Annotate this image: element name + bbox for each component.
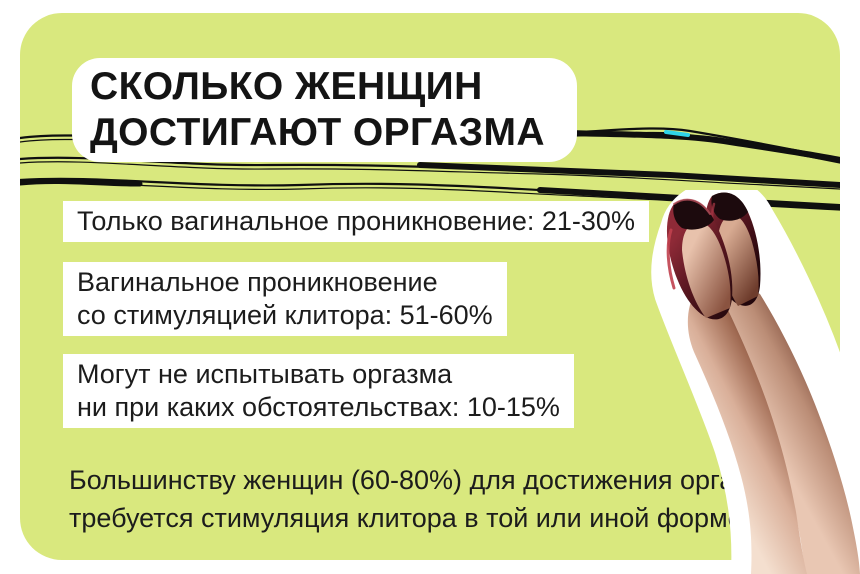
footnote-text: Большинству женщин (60-80%) для достижен… <box>69 461 780 537</box>
stat-line: Могут не испытывать оргазма <box>77 359 453 389</box>
stat-box-with-clitoral-stimulation: Вагинальное проникновение со стимуляцией… <box>63 262 507 336</box>
front-leg <box>687 290 807 574</box>
page-title-line-1: СКОЛЬКО ЖЕНЩИН <box>90 65 483 108</box>
stat-box-no-orgasm: Могут не испытывать оргазма ни при каких… <box>63 354 574 428</box>
footnote-line: требуется стимуляция клитора в той или и… <box>69 503 743 533</box>
front-shoe <box>666 198 733 320</box>
title-box: СКОЛЬКО ЖЕНЩИН ДОСТИГАЮТ ОРГАЗМА <box>72 58 577 162</box>
stat-line: ни при каких обстоятельствах: 10-15% <box>77 392 560 422</box>
stats-column: Только вагинальное проникновение: 21-30%… <box>63 201 780 537</box>
back-leg <box>718 278 860 574</box>
cyan-accent-dash <box>664 130 690 137</box>
stat-line: со стимуляцией клитора: 51-60% <box>77 300 493 330</box>
footnote-line: Большинству женщин (60-80%) для достижен… <box>69 465 780 495</box>
page-title-line-2: ДОСТИГАЮТ ОРГАЗМА <box>90 111 545 154</box>
stat-box-vaginal-only: Только вагинальное проникновение: 21-30% <box>63 201 649 242</box>
stat-line: Вагинальное проникновение <box>77 267 438 297</box>
stat-line: Только вагинальное проникновение: 21-30% <box>77 206 635 236</box>
legs-photo <box>651 190 860 574</box>
